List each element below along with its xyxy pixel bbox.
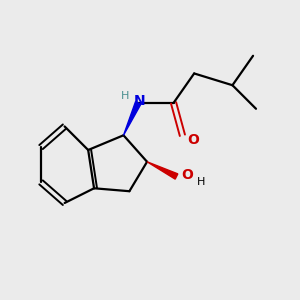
Polygon shape [147, 162, 178, 179]
Polygon shape [124, 102, 141, 135]
Text: O: O [181, 168, 193, 182]
Text: H: H [121, 91, 129, 100]
Text: O: O [187, 133, 199, 147]
Text: N: N [134, 94, 146, 108]
Text: H: H [197, 177, 206, 188]
